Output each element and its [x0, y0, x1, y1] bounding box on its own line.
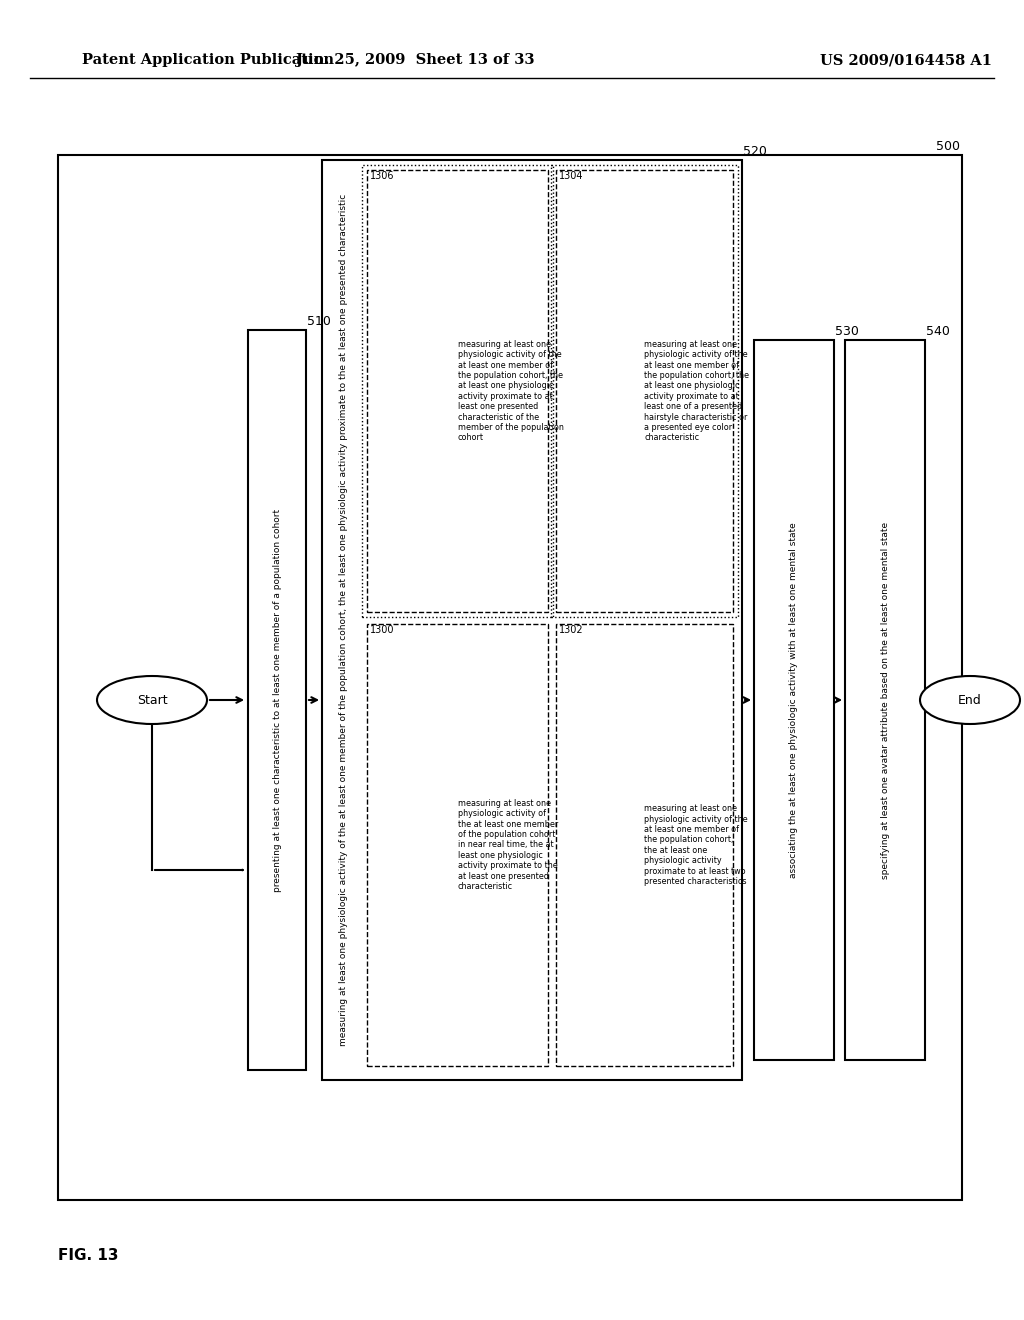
Text: 1304: 1304 [559, 172, 584, 181]
Bar [556, 624, 733, 1067]
Text: measuring at least one
physiologic activity of
the at least one member
of the po: measuring at least one physiologic activ… [458, 799, 558, 891]
Bar [367, 624, 548, 1067]
Bar [845, 341, 925, 1060]
Bar [556, 170, 733, 612]
Text: 510: 510 [307, 315, 331, 327]
Text: 1302: 1302 [559, 624, 584, 635]
Text: measuring at least one physiologic activity of the at least one member of the po: measuring at least one physiologic activ… [340, 194, 348, 1047]
Text: 500: 500 [936, 140, 961, 153]
Text: End: End [958, 693, 982, 706]
Bar [248, 330, 306, 1071]
Bar [58, 154, 962, 1200]
Ellipse shape [920, 676, 1020, 723]
Ellipse shape [97, 676, 207, 723]
Text: 520: 520 [743, 145, 767, 158]
Text: specifying at least one avatar attribute based on the at least one mental state: specifying at least one avatar attribute… [881, 521, 890, 879]
Text: Jun. 25, 2009  Sheet 13 of 33: Jun. 25, 2009 Sheet 13 of 33 [296, 53, 535, 67]
Text: 530: 530 [835, 325, 859, 338]
Text: Start: Start [136, 693, 167, 706]
Bar [362, 165, 553, 616]
Bar [754, 341, 834, 1060]
Text: associating the at least one physiologic activity with at least one mental state: associating the at least one physiologic… [790, 523, 799, 878]
Text: measuring at least one
physiologic activity of the
at least one member of
the po: measuring at least one physiologic activ… [644, 804, 749, 886]
Text: 1300: 1300 [370, 624, 394, 635]
Text: 540: 540 [926, 325, 950, 338]
Text: US 2009/0164458 A1: US 2009/0164458 A1 [820, 53, 992, 67]
Text: measuring at least one
physiologic activity of the
at least one member of
the po: measuring at least one physiologic activ… [644, 339, 750, 442]
Text: 1306: 1306 [370, 172, 394, 181]
Bar [322, 160, 742, 1080]
Text: measuring at least one
physiologic activity of the
at least one member of
the po: measuring at least one physiologic activ… [458, 339, 563, 442]
Bar [367, 170, 548, 612]
Bar [551, 165, 738, 616]
Text: Patent Application Publication: Patent Application Publication [82, 53, 334, 67]
Text: presenting at least one characteristic to at least one member of a population co: presenting at least one characteristic t… [272, 508, 282, 891]
Text: FIG. 13: FIG. 13 [58, 1247, 119, 1262]
